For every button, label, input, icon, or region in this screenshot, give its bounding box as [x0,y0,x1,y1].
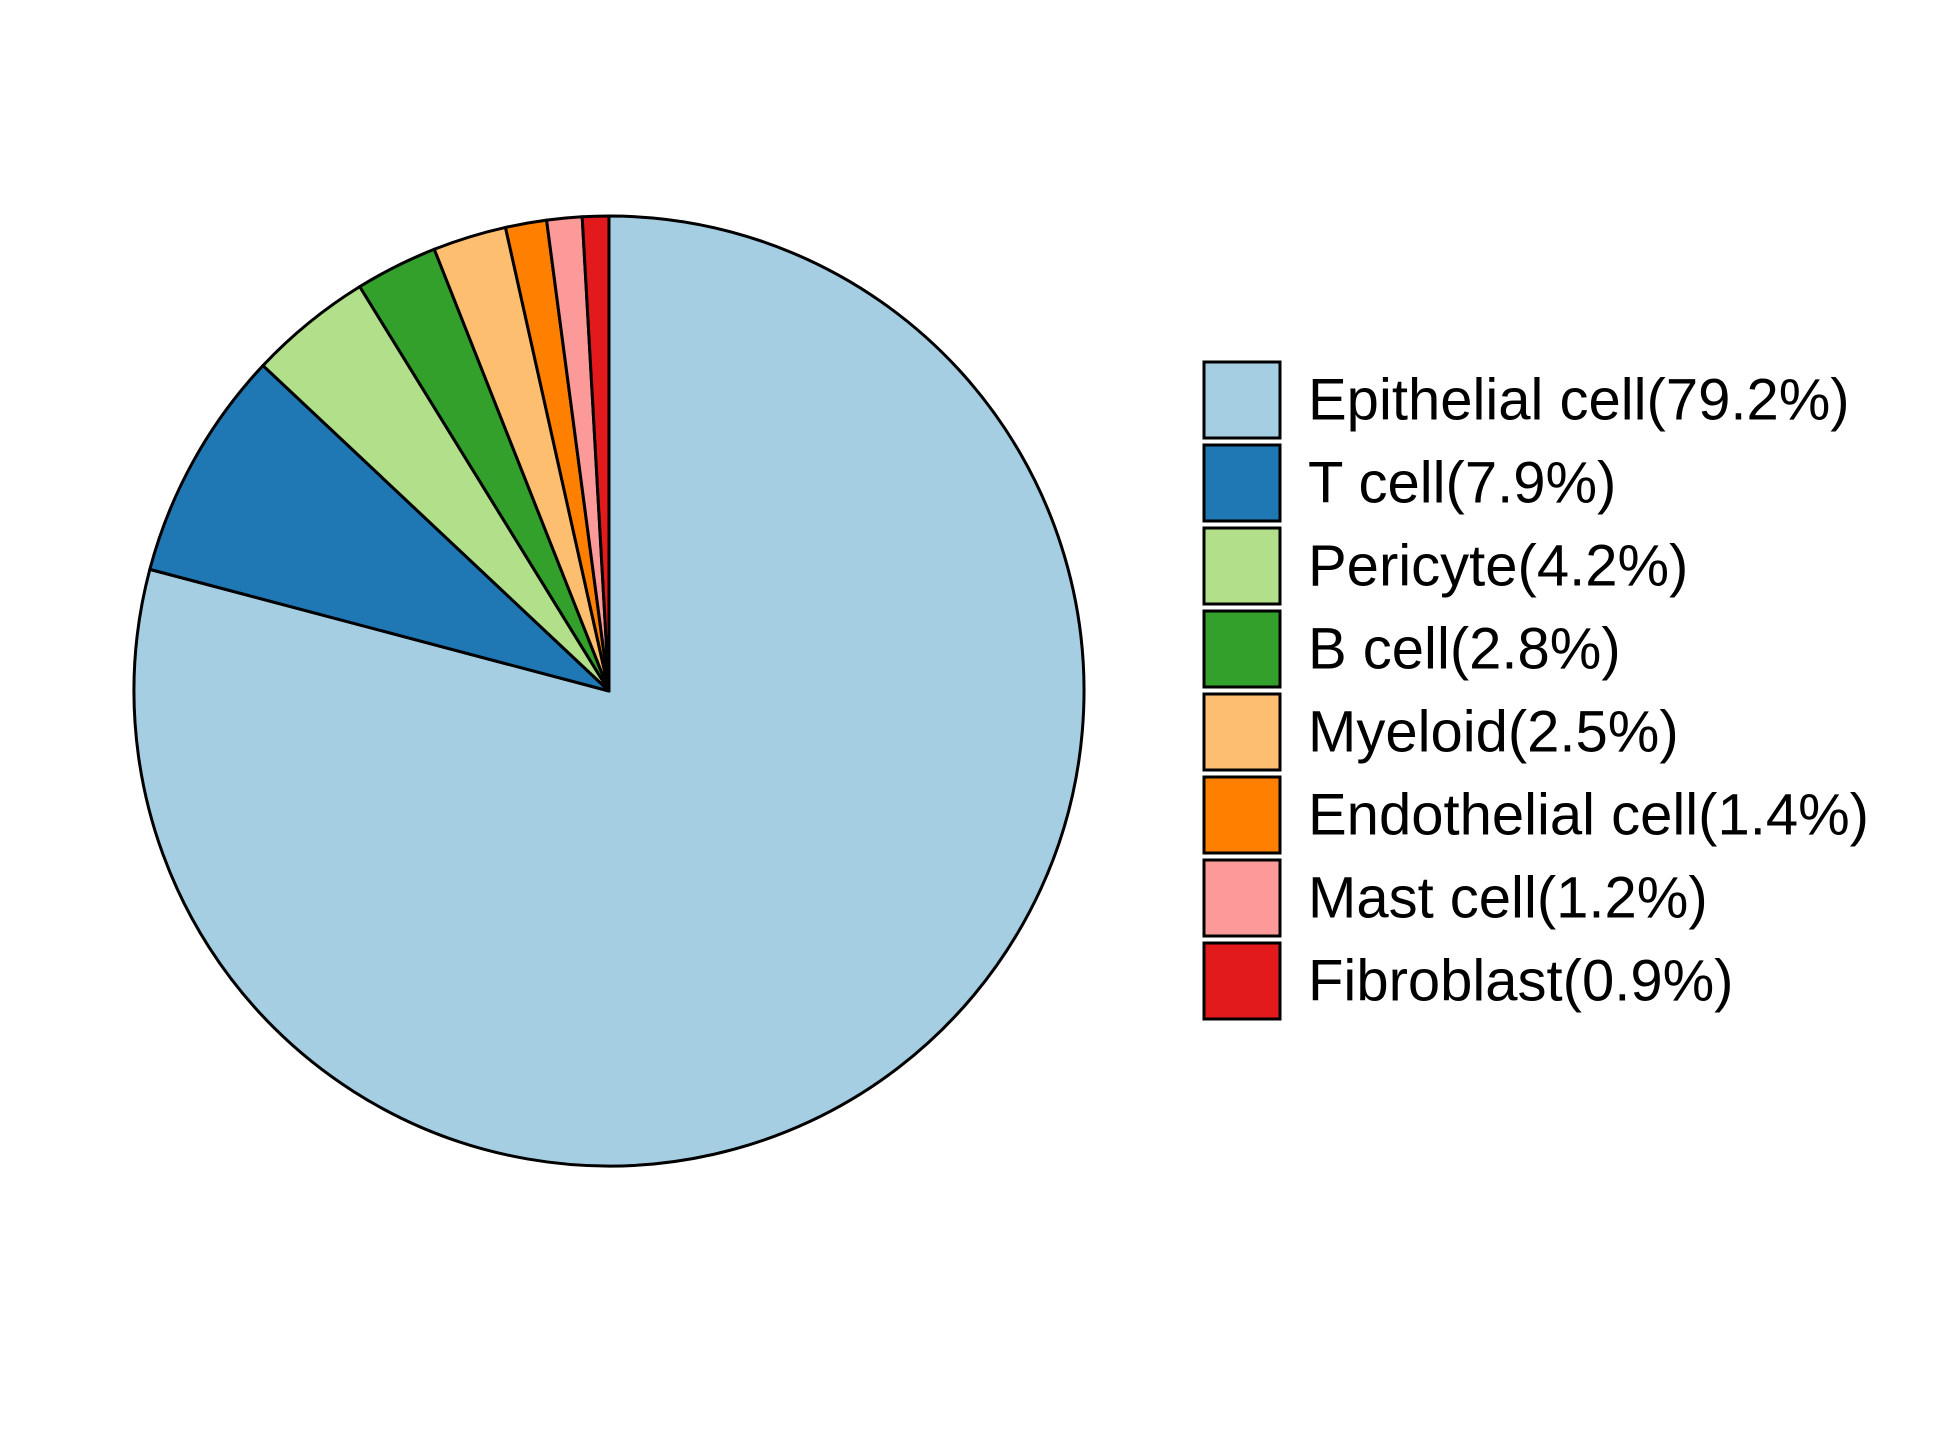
legend: Epithelial cell(79.2%) T cell(7.9%) Pericy… [1202,360,1869,1021]
pie-slice-0 [132,214,1086,1168]
legend-swatch-6 [1202,858,1282,938]
pie-slice-1 [148,364,611,693]
legend-swatch-4 [1202,692,1282,772]
legend-label-6: Mast cell(1.2%) [1308,866,1708,931]
legend-label-0: Epithelial cell(79.2%) [1308,368,1850,433]
legend-label-1: T cell(7.9%) [1308,451,1616,516]
legend-label-4: Myeloid(2.5%) [1308,700,1679,765]
legend-label-2: Pericyte(4.2%) [1308,534,1688,599]
legend-swatch-0 [1202,360,1282,440]
legend-swatch-7 [1202,941,1282,1021]
legend-swatch-1 [1202,443,1282,523]
legend-label-7: Fibroblast(0.9%) [1308,949,1733,1014]
legend-label-5: Endothelial cell(1.4%) [1308,783,1869,848]
pie-slice-7 [580,214,611,693]
legend-label-3: B cell(2.8%) [1308,617,1621,682]
legend-swatch-3 [1202,609,1282,689]
legend-swatch-5 [1202,775,1282,855]
legend-swatch-2 [1202,526,1282,606]
pie-slices [132,214,1086,1168]
